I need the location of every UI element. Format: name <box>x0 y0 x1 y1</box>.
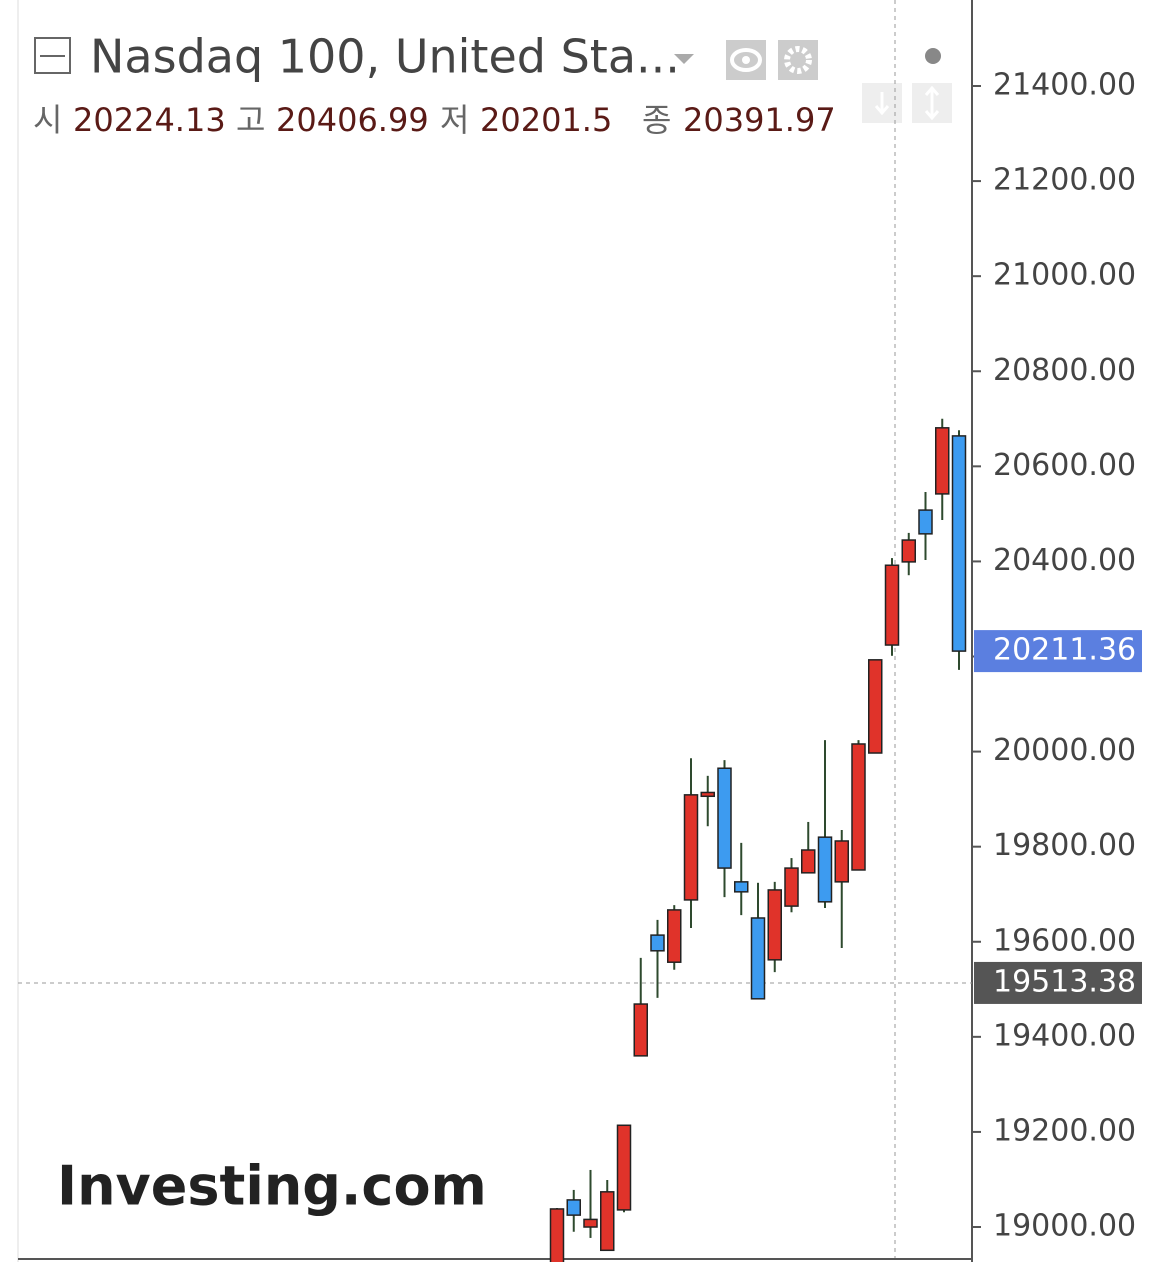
crosshair-price-tag <box>974 961 1142 1004</box>
eye-icon <box>730 48 762 72</box>
candle-body <box>884 564 900 646</box>
candle-body <box>935 427 950 495</box>
y-tick-label: 19600.00 <box>993 923 1136 958</box>
y-tick-label: 21200.00 <box>993 163 1136 198</box>
ohlc-label: 종 <box>642 101 671 139</box>
candle-body <box>951 435 967 652</box>
ohlc-value: 20201.5 <box>480 101 612 139</box>
ohlc-value: 20406.99 <box>276 101 429 139</box>
candle-body <box>717 767 732 869</box>
y-tick-label: 19800.00 <box>993 828 1136 863</box>
ohlc-label: 시 <box>33 101 62 139</box>
updown-arrow-icon <box>924 85 940 121</box>
y-tick-label: 20400.00 <box>993 543 1136 578</box>
candle-body <box>583 1218 598 1228</box>
dropdown-icon[interactable] <box>674 54 694 64</box>
collapse-icon[interactable] <box>34 37 71 74</box>
y-tick-label: 21000.00 <box>993 258 1136 293</box>
candle-body <box>650 934 665 952</box>
status-dot <box>925 48 941 64</box>
candle-body <box>566 1199 581 1216</box>
candle-body <box>901 539 916 563</box>
candle-body <box>667 909 682 963</box>
gear-icon <box>784 46 812 74</box>
eye-pupil <box>742 56 750 64</box>
chart-title: Nasdaq 100, United Sta... <box>90 30 680 84</box>
candle-body <box>767 889 782 961</box>
watermark: Investing.com <box>57 1155 487 1218</box>
y-tick-label: 19400.00 <box>993 1018 1136 1053</box>
last-price-tag <box>974 630 1142 673</box>
candle-body <box>600 1191 615 1252</box>
ohlc-label: 고 <box>236 101 265 139</box>
last-price-label: 20211.36 <box>993 633 1136 668</box>
candle-body <box>683 794 699 901</box>
ohlc-value: 20224.13 <box>73 101 226 139</box>
y-tick-label: 20000.00 <box>993 733 1136 768</box>
crosshair-price-label: 19513.38 <box>993 964 1136 999</box>
candle-body <box>750 917 766 1000</box>
y-tick-label: 19000.00 <box>993 1209 1136 1244</box>
candle-body <box>801 849 816 874</box>
y-tick-label: 19200.00 <box>993 1113 1136 1148</box>
candle-body <box>851 743 866 871</box>
candle-body <box>633 1003 648 1057</box>
candle-body <box>616 1124 632 1211</box>
candle-body <box>834 840 849 883</box>
candle-body <box>734 881 749 893</box>
candle-body <box>700 791 715 798</box>
candle-body <box>549 1208 565 1262</box>
y-tick-label: 20600.00 <box>993 448 1136 483</box>
candle-body <box>784 867 799 907</box>
candle-body <box>817 836 833 903</box>
candle-body <box>868 659 883 754</box>
ohlc-label: 저 <box>440 101 469 139</box>
y-tick-label: 21400.00 <box>993 68 1136 103</box>
y-tick-label: 20800.00 <box>993 353 1136 388</box>
down-arrow-icon <box>874 92 890 116</box>
candle-body <box>918 509 933 535</box>
ohlc-value: 20391.97 <box>683 101 836 139</box>
header: Nasdaq 100, United Sta... <box>34 30 952 123</box>
